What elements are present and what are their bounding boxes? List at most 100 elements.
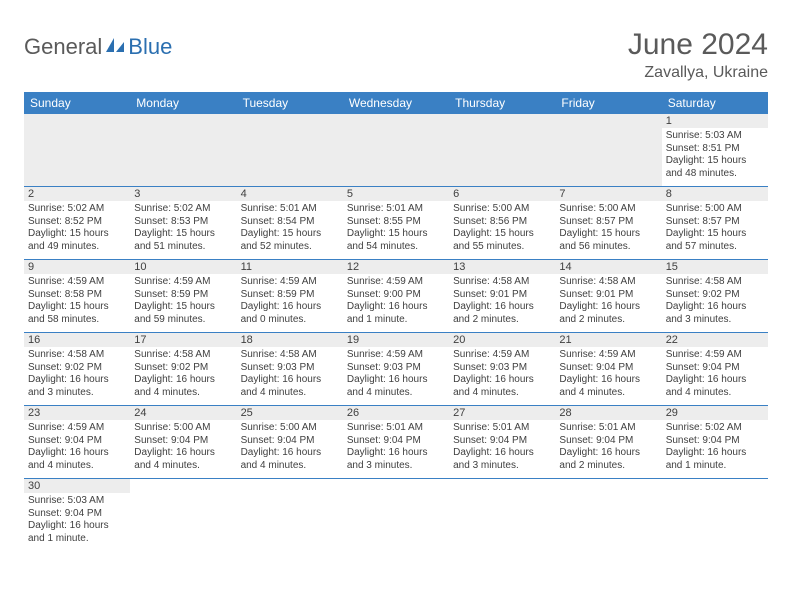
sunrise-text: Sunrise: 5:01 AM xyxy=(347,203,445,216)
day-number: 11 xyxy=(237,260,343,274)
calendar-cell xyxy=(343,479,449,552)
calendar-row: 23Sunrise: 4:59 AMSunset: 9:04 PMDayligh… xyxy=(24,406,768,479)
calendar-cell: 23Sunrise: 4:59 AMSunset: 9:04 PMDayligh… xyxy=(24,406,130,479)
day-details: Sunrise: 4:58 AMSunset: 9:01 PMDaylight:… xyxy=(453,276,551,326)
day-details: Sunrise: 5:03 AMSunset: 8:51 PMDaylight:… xyxy=(666,130,764,180)
daylight-text: Daylight: 15 hours and 49 minutes. xyxy=(28,228,126,253)
sunset-text: Sunset: 9:04 PM xyxy=(559,435,657,448)
day-details: Sunrise: 4:59 AMSunset: 8:58 PMDaylight:… xyxy=(28,276,126,326)
calendar-cell xyxy=(555,114,661,187)
daylight-text: Daylight: 16 hours and 4 minutes. xyxy=(134,447,232,472)
day-number: 24 xyxy=(130,406,236,420)
daylight-text: Daylight: 16 hours and 4 minutes. xyxy=(241,447,339,472)
sunrise-text: Sunrise: 5:00 AM xyxy=(559,203,657,216)
day-details: Sunrise: 4:59 AMSunset: 8:59 PMDaylight:… xyxy=(134,276,232,326)
sunset-text: Sunset: 8:57 PM xyxy=(666,216,764,229)
sunset-text: Sunset: 8:57 PM xyxy=(559,216,657,229)
day-details: Sunrise: 4:58 AMSunset: 9:02 PMDaylight:… xyxy=(28,349,126,399)
calendar-cell: 16 Sunrise: 4:58 AMSunset: 9:02 PMDayligh… xyxy=(24,333,130,406)
day-number: 1 xyxy=(662,114,768,128)
day-number: 10 xyxy=(130,260,236,274)
daylight-text: Daylight: 16 hours and 2 minutes. xyxy=(559,447,657,472)
logo-text-blue: Blue xyxy=(128,34,172,60)
day-header: Sunday xyxy=(24,92,130,114)
day-details: Sunrise: 5:02 AMSunset: 9:04 PMDaylight:… xyxy=(666,422,764,472)
calendar-cell: 30 Sunrise: 5:03 AMSunset: 9:04 PMDayligh… xyxy=(24,479,130,552)
day-number: 18 xyxy=(237,333,343,347)
sunset-text: Sunset: 9:03 PM xyxy=(453,362,551,375)
title-block: June 2024 Zavallya, Ukraine xyxy=(628,28,768,82)
calendar-row: 9Sunrise: 4:59 AMSunset: 8:58 PMDaylight… xyxy=(24,260,768,333)
sunrise-text: Sunrise: 4:59 AM xyxy=(453,349,551,362)
calendar-row: 30 Sunrise: 5:03 AMSunset: 9:04 PMDayligh… xyxy=(24,479,768,552)
calendar-cell xyxy=(130,114,236,187)
calendar-cell xyxy=(449,114,555,187)
day-details: Sunrise: 5:00 AMSunset: 8:57 PMDaylight:… xyxy=(666,203,764,253)
day-number: 30 xyxy=(24,479,130,493)
sunset-text: Sunset: 9:00 PM xyxy=(347,289,445,302)
sunset-text: Sunset: 8:58 PM xyxy=(28,289,126,302)
sunset-text: Sunset: 9:01 PM xyxy=(559,289,657,302)
calendar-row: 16 Sunrise: 4:58 AMSunset: 9:02 PMDayligh… xyxy=(24,333,768,406)
sunset-text: Sunset: 8:59 PM xyxy=(241,289,339,302)
sunrise-text: Sunrise: 5:01 AM xyxy=(453,422,551,435)
sunset-text: Sunset: 9:04 PM xyxy=(559,362,657,375)
daylight-text: Daylight: 16 hours and 0 minutes. xyxy=(241,301,339,326)
day-number: 28 xyxy=(555,406,661,420)
day-number: 14 xyxy=(555,260,661,274)
sunset-text: Sunset: 9:04 PM xyxy=(666,362,764,375)
calendar-cell: 12Sunrise: 4:59 AMSunset: 9:00 PMDayligh… xyxy=(343,260,449,333)
daylight-text: Daylight: 16 hours and 4 minutes. xyxy=(28,447,126,472)
sunrise-text: Sunrise: 4:59 AM xyxy=(347,349,445,362)
daylight-text: Daylight: 15 hours and 59 minutes. xyxy=(134,301,232,326)
calendar-cell: 15Sunrise: 4:58 AMSunset: 9:02 PMDayligh… xyxy=(662,260,768,333)
sunrise-text: Sunrise: 4:58 AM xyxy=(134,349,232,362)
sunrise-text: Sunrise: 5:02 AM xyxy=(134,203,232,216)
day-number: 5 xyxy=(343,187,449,201)
day-number: 16 xyxy=(24,333,130,347)
calendar-cell: 4Sunrise: 5:01 AMSunset: 8:54 PMDaylight… xyxy=(237,187,343,260)
sunset-text: Sunset: 8:56 PM xyxy=(453,216,551,229)
day-header: Saturday xyxy=(662,92,768,114)
sunrise-text: Sunrise: 4:59 AM xyxy=(134,276,232,289)
calendar-cell: 13Sunrise: 4:58 AMSunset: 9:01 PMDayligh… xyxy=(449,260,555,333)
daylight-text: Daylight: 16 hours and 3 minutes. xyxy=(453,447,551,472)
daylight-text: Daylight: 16 hours and 3 minutes. xyxy=(28,374,126,399)
calendar-cell: 24Sunrise: 5:00 AMSunset: 9:04 PMDayligh… xyxy=(130,406,236,479)
calendar-cell: 25Sunrise: 5:00 AMSunset: 9:04 PMDayligh… xyxy=(237,406,343,479)
day-details: Sunrise: 5:01 AMSunset: 9:04 PMDaylight:… xyxy=(559,422,657,472)
sunset-text: Sunset: 9:04 PM xyxy=(28,508,126,521)
day-details: Sunrise: 5:01 AMSunset: 9:04 PMDaylight:… xyxy=(453,422,551,472)
sunset-text: Sunset: 8:55 PM xyxy=(347,216,445,229)
daylight-text: Daylight: 16 hours and 1 minute. xyxy=(28,520,126,545)
sail-icon xyxy=(104,36,126,59)
sunset-text: Sunset: 9:02 PM xyxy=(666,289,764,302)
daylight-text: Daylight: 16 hours and 4 minutes. xyxy=(241,374,339,399)
sunrise-text: Sunrise: 4:59 AM xyxy=(241,276,339,289)
sunrise-text: Sunrise: 5:00 AM xyxy=(241,422,339,435)
daylight-text: Daylight: 15 hours and 54 minutes. xyxy=(347,228,445,253)
sunset-text: Sunset: 8:51 PM xyxy=(666,143,764,156)
day-details: Sunrise: 5:03 AMSunset: 9:04 PMDaylight:… xyxy=(28,495,126,545)
sunrise-text: Sunrise: 4:58 AM xyxy=(453,276,551,289)
sunset-text: Sunset: 9:04 PM xyxy=(134,435,232,448)
day-number: 26 xyxy=(343,406,449,420)
sunrise-text: Sunrise: 5:01 AM xyxy=(241,203,339,216)
sunrise-text: Sunrise: 5:02 AM xyxy=(666,422,764,435)
sunset-text: Sunset: 9:04 PM xyxy=(453,435,551,448)
calendar-cell xyxy=(24,114,130,187)
day-header: Friday xyxy=(555,92,661,114)
day-number: 21 xyxy=(555,333,661,347)
day-header: Thursday xyxy=(449,92,555,114)
daylight-text: Daylight: 15 hours and 52 minutes. xyxy=(241,228,339,253)
calendar-cell: 27Sunrise: 5:01 AMSunset: 9:04 PMDayligh… xyxy=(449,406,555,479)
day-details: Sunrise: 5:02 AMSunset: 8:52 PMDaylight:… xyxy=(28,203,126,253)
header: General Blue June 2024 Zavallya, Ukraine xyxy=(24,28,768,82)
calendar-cell: 18Sunrise: 4:58 AMSunset: 9:03 PMDayligh… xyxy=(237,333,343,406)
sunset-text: Sunset: 8:53 PM xyxy=(134,216,232,229)
sunrise-text: Sunrise: 4:59 AM xyxy=(666,349,764,362)
sunset-text: Sunset: 9:04 PM xyxy=(347,435,445,448)
sunset-text: Sunset: 8:59 PM xyxy=(134,289,232,302)
day-details: Sunrise: 4:59 AMSunset: 9:00 PMDaylight:… xyxy=(347,276,445,326)
sunset-text: Sunset: 9:01 PM xyxy=(453,289,551,302)
